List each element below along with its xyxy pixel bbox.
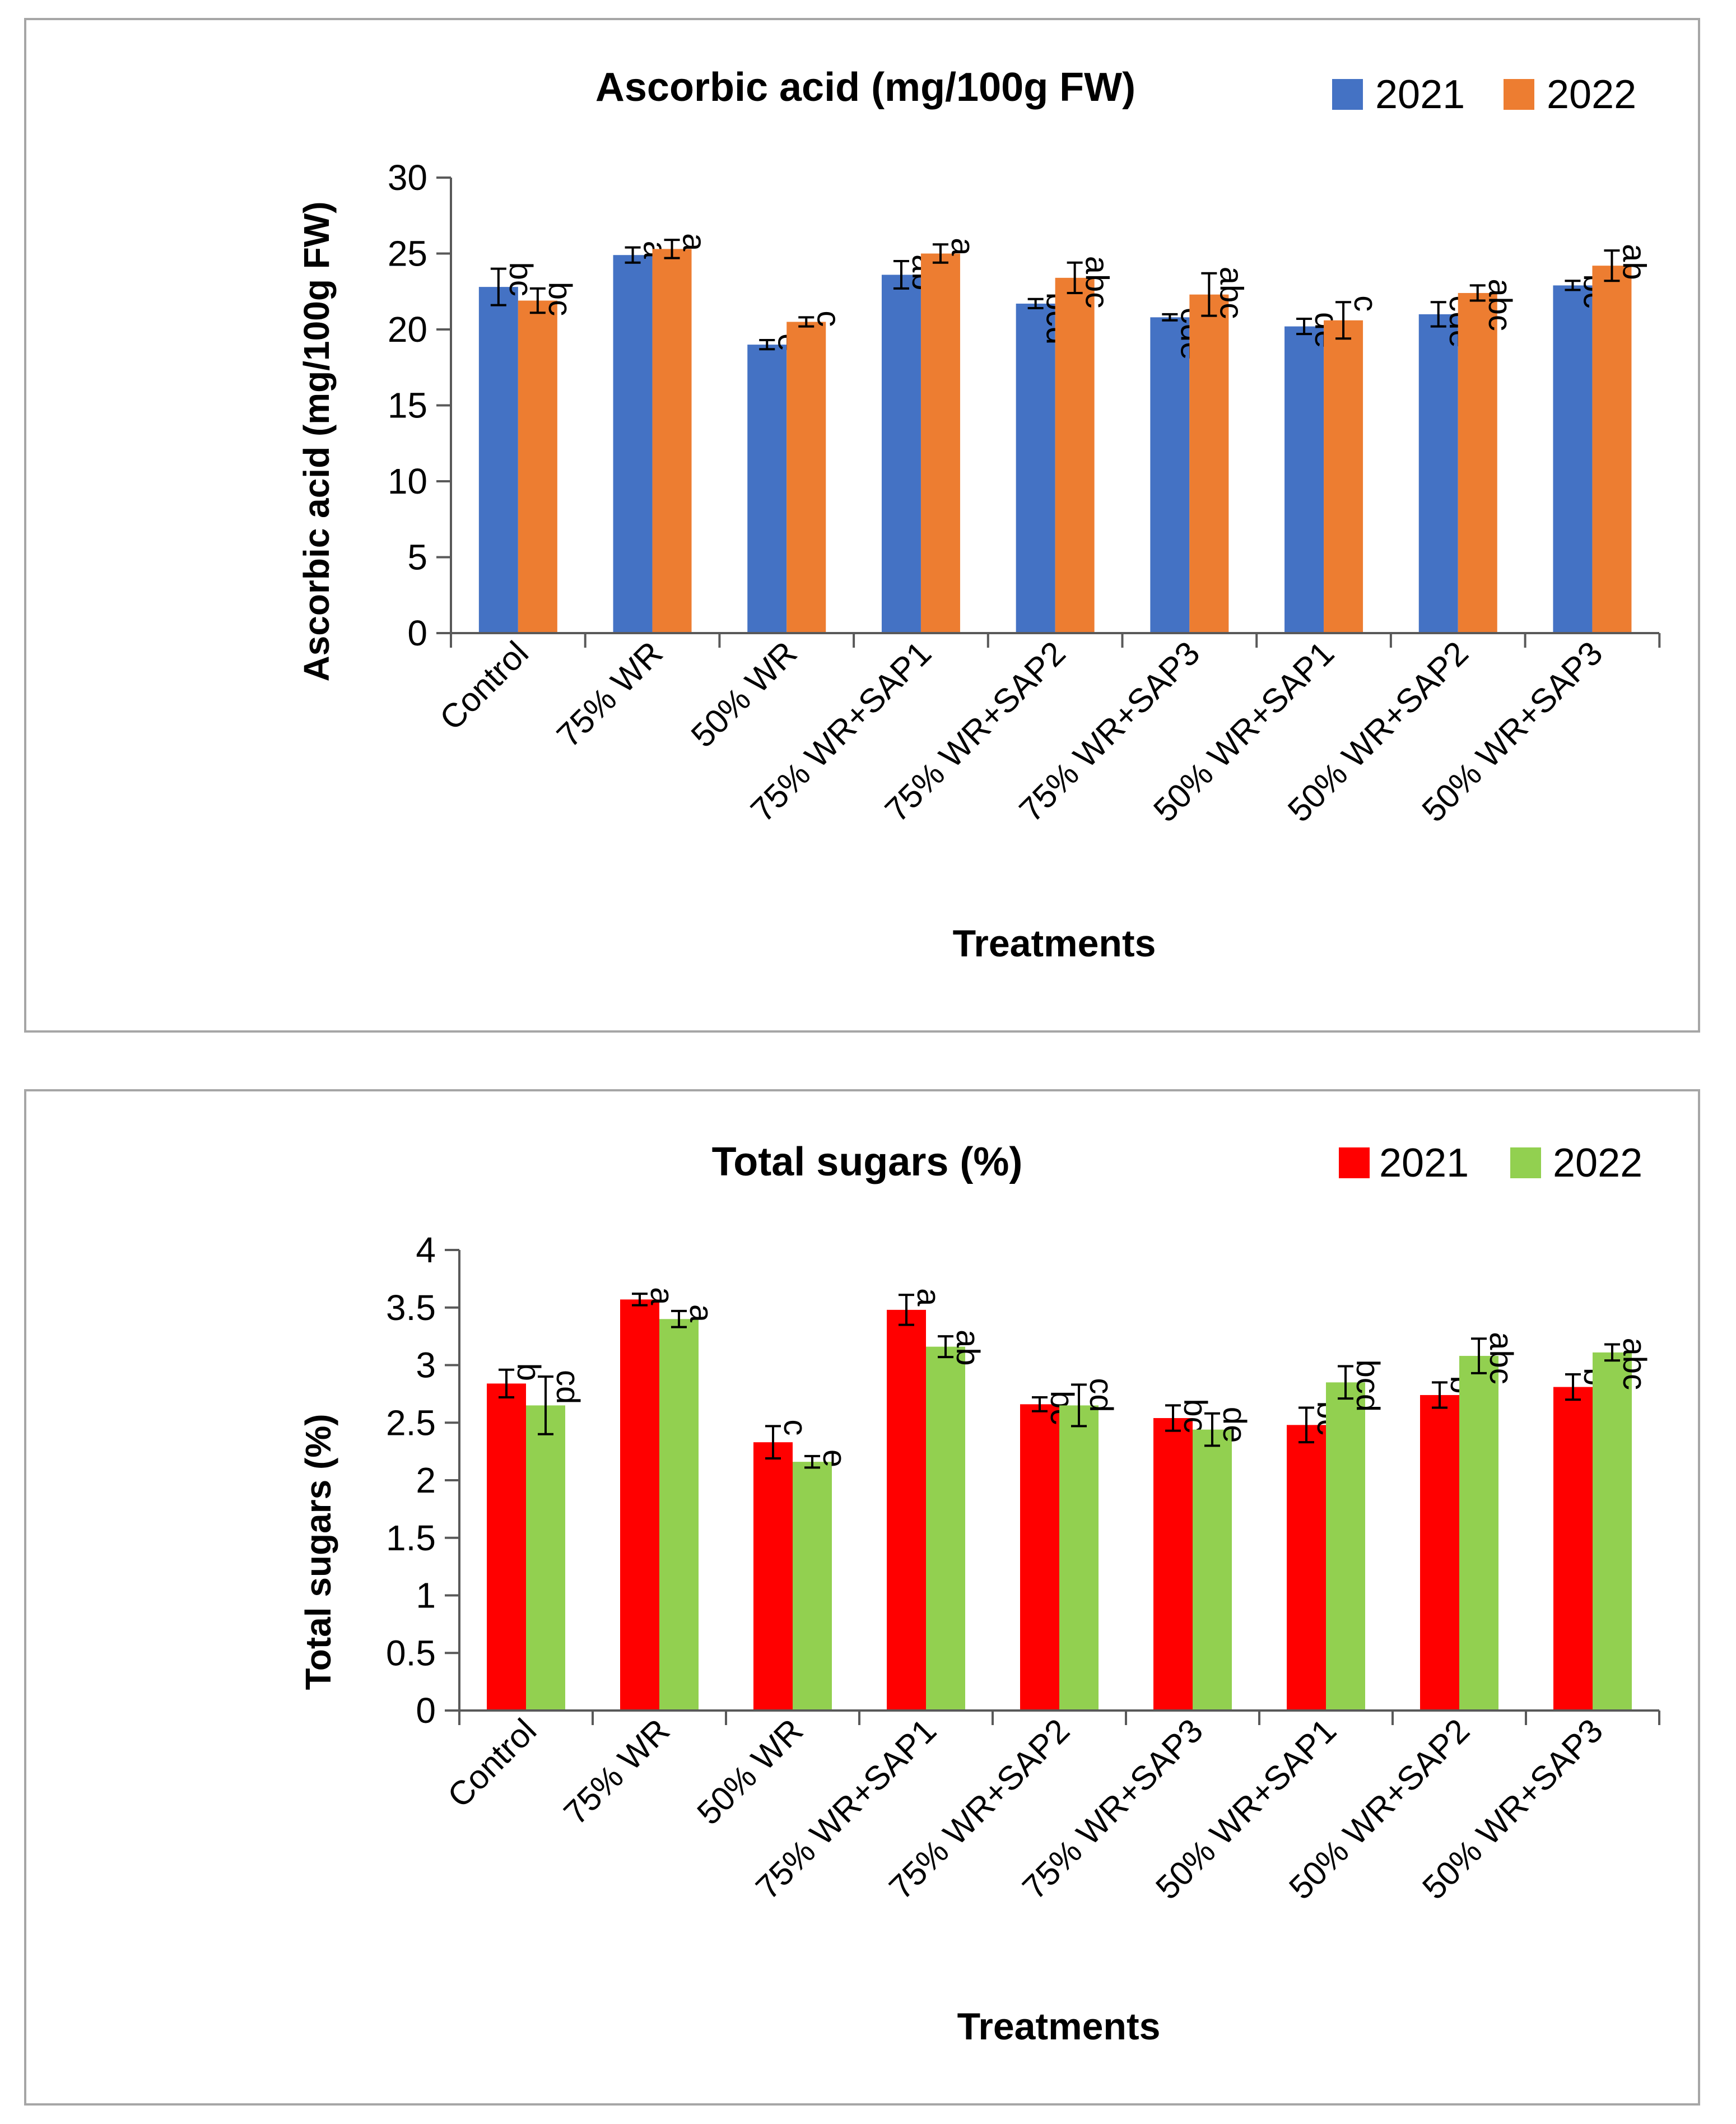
bar-2021-8 bbox=[1420, 1395, 1459, 1711]
bar-2022-2 bbox=[652, 249, 692, 633]
y-tick-label: 0 bbox=[416, 1690, 436, 1731]
y-ticks: 0 0.5 1 1.5 2 2.5 3 3.5 4 bbox=[386, 1230, 459, 1731]
significance-label: a bbox=[676, 233, 713, 252]
y-ticks: 0 5 10 15 20 25 30 bbox=[388, 157, 451, 653]
legend-swatch-2021 bbox=[1332, 79, 1363, 110]
significance-label: abc bbox=[1213, 267, 1249, 319]
y-tick-label: 3.5 bbox=[386, 1288, 436, 1328]
significance-label: bc bbox=[1177, 1398, 1213, 1433]
legend-swatch-2022 bbox=[1510, 1147, 1541, 1178]
significance-label: cd bbox=[550, 1370, 586, 1404]
bar-2021-4 bbox=[881, 275, 921, 633]
x-axis-title: Treatments bbox=[957, 2005, 1161, 2048]
significance-label: c bbox=[1347, 295, 1384, 312]
bar-2021-3 bbox=[753, 1442, 793, 1711]
bar-2022-6 bbox=[1193, 1429, 1232, 1711]
bar-2021-5 bbox=[1016, 303, 1055, 633]
significance-label: cd bbox=[1083, 1378, 1119, 1412]
bar-2021-6 bbox=[1153, 1418, 1193, 1711]
bar-2022-3 bbox=[786, 322, 826, 633]
y-tick-label: 4 bbox=[416, 1230, 436, 1270]
bar-2022-7 bbox=[1324, 320, 1363, 633]
bar-2022-7 bbox=[1326, 1382, 1365, 1711]
bar-2022-9 bbox=[1592, 266, 1632, 633]
y-tick-label: 20 bbox=[388, 309, 427, 350]
bar-2021-9 bbox=[1553, 285, 1593, 633]
y-tick-label: 5 bbox=[407, 537, 427, 578]
bar-2021-5 bbox=[1020, 1404, 1059, 1711]
significance-label: a bbox=[644, 1287, 680, 1305]
significance-label: b bbox=[510, 1363, 547, 1381]
bar-2021-8 bbox=[1418, 314, 1458, 633]
y-axis-title: Total sugars (%) bbox=[298, 1414, 338, 1690]
legend-label-2022: 2022 bbox=[1547, 72, 1636, 117]
bar-2022-3 bbox=[793, 1462, 832, 1711]
significance-label: c bbox=[810, 310, 846, 327]
significance-label: bc bbox=[502, 262, 539, 296]
significance-label: a bbox=[944, 238, 981, 256]
significance-label: c bbox=[777, 1419, 813, 1435]
legend: 2021 2022 bbox=[1332, 72, 1636, 117]
bar-2021-7 bbox=[1284, 326, 1324, 633]
axes bbox=[458, 1250, 1660, 1725]
significance-label: bc bbox=[542, 282, 578, 316]
chart-title: Total sugars (%) bbox=[712, 1140, 1023, 1184]
y-tick-label: 10 bbox=[388, 461, 427, 501]
legend-label-2021: 2021 bbox=[1375, 72, 1465, 117]
chart-title: Ascorbic acid (mg/100g FW) bbox=[595, 65, 1135, 110]
significance-label: a bbox=[910, 1288, 947, 1307]
y-tick-label: 30 bbox=[388, 157, 427, 198]
axes bbox=[450, 178, 1661, 648]
significance-label: abc bbox=[1482, 278, 1518, 331]
y-tick-label: 1.5 bbox=[386, 1518, 436, 1558]
x-axis-title: Treatments bbox=[953, 922, 1156, 965]
y-tick-label: 15 bbox=[388, 385, 427, 426]
bar-2021-7 bbox=[1287, 1425, 1326, 1711]
bar-2021-2 bbox=[613, 255, 653, 634]
significance-label: de bbox=[1216, 1407, 1253, 1443]
bar-2021-9 bbox=[1553, 1387, 1593, 1711]
bar-2022-4 bbox=[920, 253, 960, 633]
bar-2022-6 bbox=[1189, 294, 1229, 633]
bar-2022-4 bbox=[926, 1346, 965, 1711]
bar-2022-1 bbox=[518, 300, 557, 633]
significance-label: a bbox=[683, 1304, 719, 1323]
y-tick-label: 1 bbox=[416, 1575, 436, 1616]
legend: 2021 2022 bbox=[1339, 1141, 1642, 1186]
significance-label: ab bbox=[1616, 244, 1652, 280]
y-tick-label: 25 bbox=[388, 234, 427, 274]
bar-2022-8 bbox=[1459, 1356, 1498, 1711]
bar-2021-3 bbox=[747, 345, 787, 633]
bar-2022-9 bbox=[1593, 1352, 1632, 1711]
bar-2021-1 bbox=[478, 287, 518, 633]
y-tick-label: 3 bbox=[416, 1345, 436, 1386]
y-tick-label: 2 bbox=[416, 1460, 436, 1500]
bar-2022-2 bbox=[659, 1319, 699, 1711]
significance-label: bcd bbox=[1349, 1360, 1386, 1412]
significance-label: abc bbox=[1616, 1338, 1653, 1391]
legend-label-2022: 2022 bbox=[1553, 1141, 1642, 1186]
legend-swatch-2021 bbox=[1339, 1147, 1370, 1178]
y-tick-label: 0 bbox=[407, 613, 427, 653]
bar-2022-8 bbox=[1458, 292, 1497, 633]
bar-2021-1 bbox=[487, 1383, 526, 1711]
bar-2022-5 bbox=[1055, 277, 1095, 633]
significance-label: e bbox=[816, 1449, 853, 1467]
bar-2022-5 bbox=[1059, 1405, 1099, 1711]
significance-label: abc bbox=[1079, 256, 1115, 309]
significance-label: abc bbox=[1483, 1332, 1519, 1384]
y-tick-label: 0.5 bbox=[386, 1633, 436, 1673]
significance-label: ab bbox=[950, 1330, 986, 1366]
bar-2022-1 bbox=[526, 1405, 565, 1711]
legend-label-2021: 2021 bbox=[1379, 1141, 1469, 1186]
y-axis-title: Ascorbic acid (mg/100g FW) bbox=[296, 201, 337, 681]
legend-swatch-2022 bbox=[1504, 79, 1534, 110]
bar-2021-2 bbox=[620, 1299, 659, 1711]
y-tick-label: 2.5 bbox=[386, 1402, 436, 1443]
bar-2021-6 bbox=[1150, 317, 1190, 633]
bar-2021-4 bbox=[887, 1309, 926, 1711]
